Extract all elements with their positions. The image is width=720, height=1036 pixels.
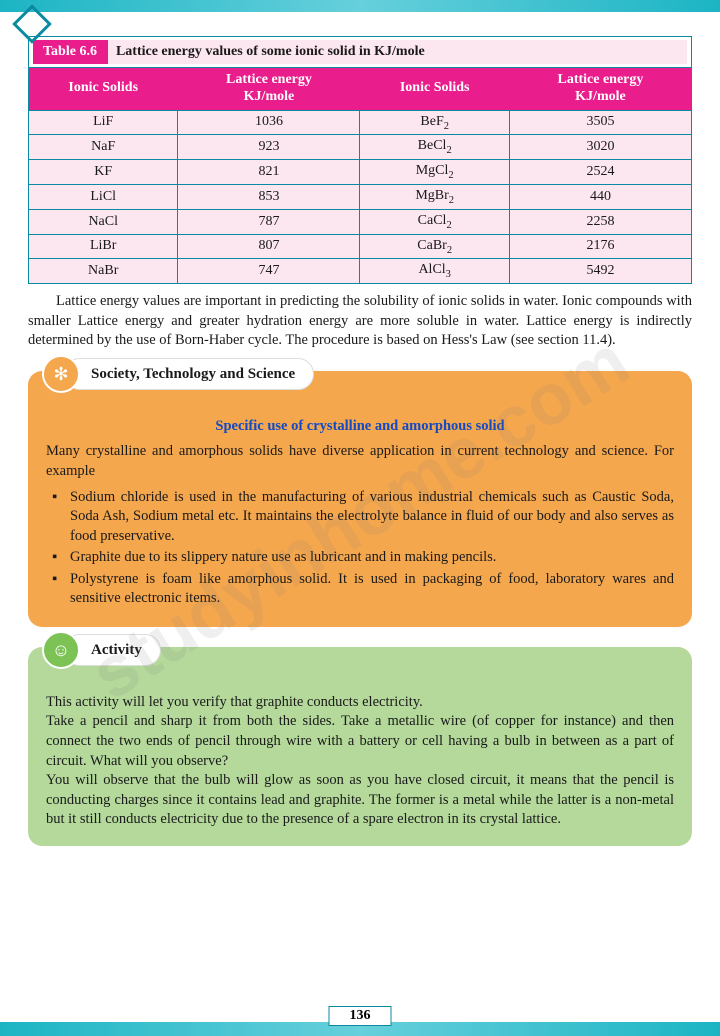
corner-decoration <box>18 10 54 38</box>
table-number: Table 6.6 <box>33 40 108 64</box>
table-cell: MgCl2 <box>360 160 509 185</box>
person-icon: ☺ <box>42 631 80 669</box>
col-header: Ionic Solids <box>29 68 178 111</box>
table-cell: 787 <box>178 209 360 234</box>
table-cell: 2176 <box>509 234 691 259</box>
table-cell: 853 <box>178 184 360 209</box>
table-cell: NaCl <box>29 209 178 234</box>
table-cell: MgBr2 <box>360 184 509 209</box>
col-header: Lattice energyKJ/mole <box>509 68 691 111</box>
table-cell: 5492 <box>509 259 691 284</box>
table-cell: 821 <box>178 160 360 185</box>
table-cell: CaCl2 <box>360 209 509 234</box>
table-cell: 2258 <box>509 209 691 234</box>
col-header: Ionic Solids <box>360 68 509 111</box>
table-cell: 440 <box>509 184 691 209</box>
activity-tab: ☺ Activity <box>42 631 161 669</box>
table-cell: 2524 <box>509 160 691 185</box>
table-cell: KF <box>29 160 178 185</box>
list-item: Sodium chloride is used in the manufactu… <box>46 488 674 547</box>
table-cell: 807 <box>178 234 360 259</box>
lattice-energy-table: Table 6.6 Lattice energy values of some … <box>28 36 692 284</box>
table-cell: 3505 <box>509 110 691 135</box>
table-cell: LiBr <box>29 234 178 259</box>
society-tab-label: Society, Technology and Science <box>64 358 314 390</box>
society-intro: Many crystalline and amorphous solids ha… <box>46 442 674 481</box>
society-tab: ✻ Society, Technology and Science <box>42 355 314 393</box>
table-cell: CaBr2 <box>360 234 509 259</box>
table-cell: 3020 <box>509 135 691 160</box>
table-cell: 747 <box>178 259 360 284</box>
list-item: Graphite due to its slippery nature use … <box>46 548 674 568</box>
table-cell: LiF <box>29 110 178 135</box>
activity-text: Take a pencil and sharp it from both the… <box>46 712 674 771</box>
list-item: Polystyrene is foam like amorphous solid… <box>46 570 674 609</box>
body-paragraph: Lattice energy values are important in p… <box>28 292 692 351</box>
page-number: 136 <box>329 1006 392 1026</box>
activity-text: This activity will let you verify that g… <box>46 693 674 713</box>
table-cell: NaBr <box>29 259 178 284</box>
table-cell: AlCl3 <box>360 259 509 284</box>
table-cell: LiCl <box>29 184 178 209</box>
table-cell: BeF2 <box>360 110 509 135</box>
page-content: Table 6.6 Lattice energy values of some … <box>0 0 720 896</box>
society-subheading: Specific use of crystalline and amorphou… <box>46 417 674 437</box>
table-cell: 1036 <box>178 110 360 135</box>
table-cell: 923 <box>178 135 360 160</box>
table-caption: Lattice energy values of some ionic soli… <box>108 40 687 64</box>
table-cell: NaF <box>29 135 178 160</box>
activity-box: ☺ Activity This activity will let you ve… <box>28 647 692 846</box>
activity-text: You will observe that the bulb will glow… <box>46 771 674 830</box>
col-header: Lattice energyKJ/mole <box>178 68 360 111</box>
table-cell: BeCl2 <box>360 135 509 160</box>
society-box: ✻ Society, Technology and Science Specif… <box>28 371 692 627</box>
gear-icon: ✻ <box>42 355 80 393</box>
